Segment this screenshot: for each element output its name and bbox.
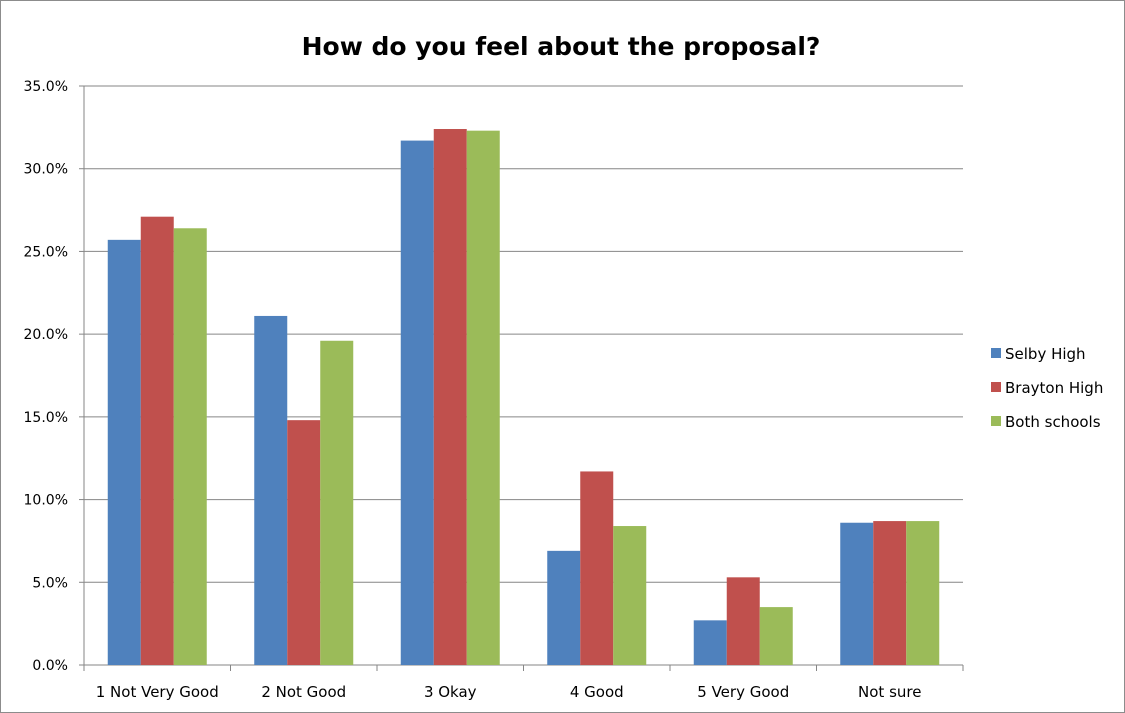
bar-both-schools (613, 526, 647, 665)
x-category-label: 3 Okay (424, 683, 477, 701)
x-category-label: 5 Very Good (697, 683, 789, 701)
bar-brayton-high (287, 420, 321, 665)
bar-selby-high (547, 550, 581, 665)
y-tick-label: 10.0% (24, 493, 68, 509)
bar-both-schools (320, 340, 354, 665)
legend-swatch (991, 348, 1001, 358)
x-category-label: 2 Not Good (261, 683, 346, 701)
legend: Selby High Brayton High Both schools (991, 345, 1103, 431)
bar-selby-high (254, 315, 288, 665)
y-tick-label: 35.0% (24, 79, 68, 95)
y-tick-label: 5.0% (32, 575, 68, 591)
bar-selby-high (840, 522, 874, 665)
y-tick-label: 30.0% (24, 162, 68, 178)
y-tick-label: 15.0% (24, 410, 68, 426)
bar-both-schools (466, 130, 500, 665)
bar-brayton-high (140, 216, 174, 665)
bar-brayton-high (433, 129, 467, 666)
chart-title: How do you feel about the proposal? (302, 32, 821, 61)
x-category-label: 1 Not Very Good (96, 683, 219, 701)
x-axis-category-labels: 1 Not Very Good 2 Not Good 3 Okay 4 Good 5 V… (96, 683, 922, 701)
bar-both-schools (173, 228, 207, 666)
y-tick-label: 25.0% (24, 244, 68, 260)
bar-brayton-high (580, 471, 614, 665)
x-category-label: Not sure (858, 683, 921, 701)
axes (79, 85, 964, 671)
y-axis-tick-labels: 0.0% 5.0% 10.0% 15.0% 20.0% 25.0% 30.0% 35.0% (24, 79, 68, 674)
legend-label: Selby High (1005, 345, 1086, 363)
bar-selby-high (693, 620, 727, 665)
legend-swatch (991, 382, 1001, 392)
bar-brayton-high (873, 521, 907, 665)
legend-label: Both schools (1005, 413, 1101, 431)
y-tick-label: 20.0% (24, 327, 68, 343)
legend-label: Brayton High (1005, 379, 1103, 397)
legend-swatch (991, 416, 1001, 426)
bar-selby-high (400, 140, 434, 665)
bar-selby-high (107, 239, 141, 665)
bar-both-schools (759, 607, 793, 665)
x-category-label: 4 Good (570, 683, 624, 701)
gridlines (84, 85, 963, 583)
bars (107, 129, 940, 666)
bar-brayton-high (726, 577, 760, 665)
y-tick-label: 0.0% (32, 658, 68, 674)
bar-both-schools (906, 521, 940, 665)
